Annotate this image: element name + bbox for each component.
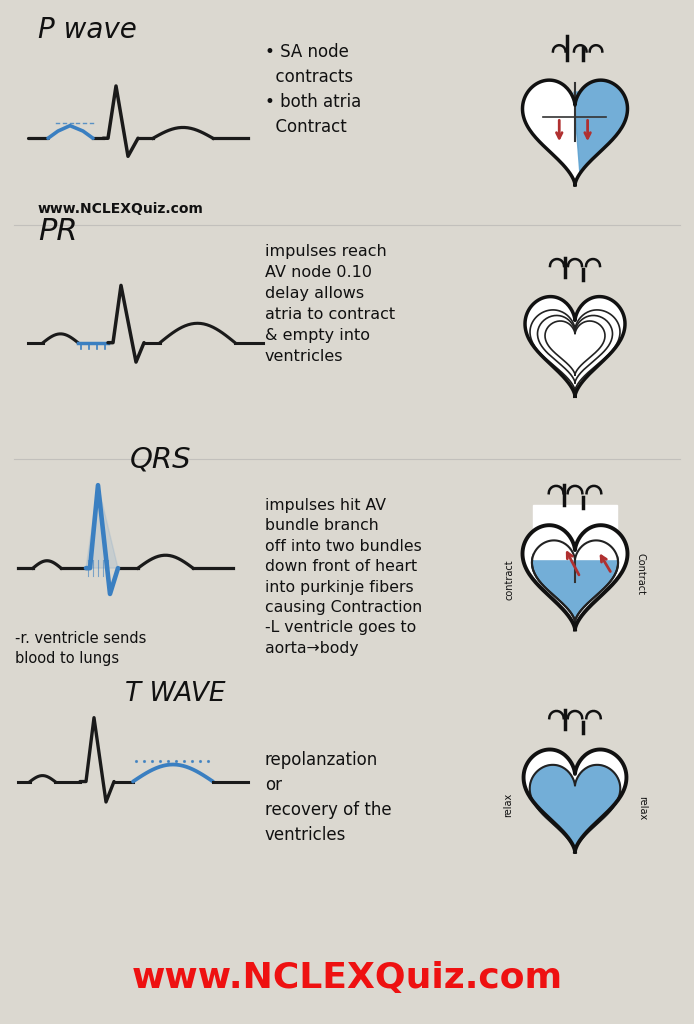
Text: www.NCLEXQuiz.com: www.NCLEXQuiz.com	[131, 961, 563, 995]
Polygon shape	[574, 80, 627, 173]
Text: relax: relax	[637, 797, 647, 820]
Text: • SA node
  contracts
• both atria
  Contract: • SA node contracts • both atria Contrac…	[265, 43, 362, 136]
Text: impulses reach
AV node 0.10
delay allows
atria to contract
& empty into
ventricl: impulses reach AV node 0.10 delay allows…	[265, 245, 395, 365]
Text: -r. ventricle sends
blood to lungs: -r. ventricle sends blood to lungs	[15, 631, 146, 666]
Text: www.NCLEXQuiz.com: www.NCLEXQuiz.com	[38, 203, 204, 216]
Text: relax: relax	[503, 793, 513, 817]
Polygon shape	[532, 541, 618, 622]
Text: impulses hit AV
bundle branch
off into two bundles
down front of heart
into purk: impulses hit AV bundle branch off into t…	[265, 498, 422, 655]
Text: P wave: P wave	[38, 16, 137, 44]
Polygon shape	[523, 80, 627, 184]
Text: QRS: QRS	[130, 445, 192, 474]
Polygon shape	[523, 750, 627, 852]
Polygon shape	[530, 765, 620, 852]
Polygon shape	[86, 485, 118, 568]
Text: PR: PR	[38, 217, 78, 247]
Polygon shape	[523, 525, 627, 630]
Text: repolanzation
or
recovery of the
ventricles: repolanzation or recovery of the ventric…	[265, 752, 391, 845]
Text: T WAVE: T WAVE	[125, 681, 226, 708]
Text: Contract: Contract	[635, 553, 645, 595]
Polygon shape	[525, 297, 625, 396]
Polygon shape	[533, 505, 617, 559]
Text: contract: contract	[505, 559, 515, 600]
